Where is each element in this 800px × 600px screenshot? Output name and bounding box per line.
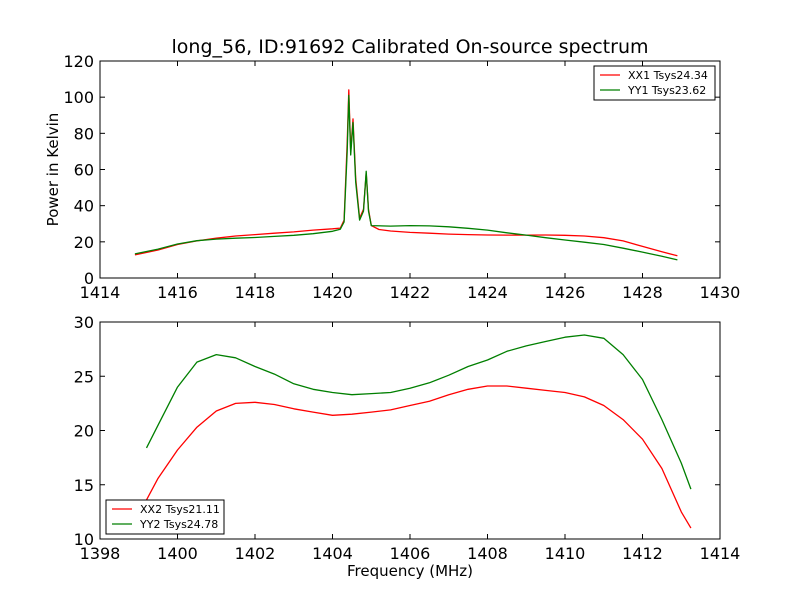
bottom-chart-panel: 1398 1400 1402 1404 1406 1408 1410 1412 1414 10 15… — [74, 313, 741, 580]
y-tick-label: 10 — [74, 530, 94, 549]
y-tick-label: 100 — [63, 88, 94, 107]
x-tick-label: 1414 — [80, 283, 121, 302]
x-tick-label: 1408 — [467, 544, 508, 563]
legend-label: YY2 Tsys24.78 — [139, 518, 218, 531]
x-tick-label: 1414 — [700, 544, 741, 563]
y-tick-label: 80 — [74, 124, 94, 143]
legend-label: XX1 Tsys24.34 — [628, 69, 708, 82]
x-tick-label: 1430 — [700, 283, 741, 302]
x-tick-label: 1410 — [545, 544, 586, 563]
y-tick-label: 0 — [84, 269, 94, 288]
y-axis-label: Power in Kelvin — [44, 113, 62, 227]
series-line-2 — [134, 94, 678, 261]
series-line-1 — [134, 89, 678, 257]
x-tick-label: 1420 — [312, 283, 353, 302]
y-tick-label: 120 — [63, 52, 94, 71]
x-tick-label: 1406 — [390, 544, 431, 563]
legend: XX1 Tsys24.34 YY1 Tsys23.62 — [593, 65, 716, 101]
x-tick-label: 1398 — [80, 544, 121, 563]
x-tick-label: 1416 — [157, 283, 198, 302]
x-tick-label: 1404 — [312, 544, 353, 563]
x-tick-label: 1422 — [390, 283, 431, 302]
x-tick-label: 1402 — [235, 544, 276, 563]
top-chart-panel: 1414 1416 1418 1420 1422 1424 1426 1428 1430 0 20 4… — [44, 52, 740, 302]
x-tick-label: 1400 — [157, 544, 198, 563]
legend-label: YY1 Tsys23.62 — [627, 84, 706, 97]
y-tick-label: 40 — [74, 197, 94, 216]
x-tick-label: 1428 — [622, 283, 663, 302]
legend-box — [593, 65, 716, 101]
x-tick-label: 1424 — [467, 283, 508, 302]
x-tick-label: 1426 — [545, 283, 586, 302]
y-tick-label: 25 — [74, 367, 94, 386]
legend-box — [105, 499, 225, 535]
x-axis-label: Frequency (MHz) — [347, 562, 473, 580]
x-tick-label: 1418 — [235, 283, 276, 302]
y-tick-label: 20 — [74, 233, 94, 252]
y-tick-label: 60 — [74, 161, 94, 180]
legend: XX2 Tsys21.11 YY2 Tsys24.78 — [105, 499, 225, 535]
chart-title: long_56, ID:91692 Calibrated On-source s… — [172, 36, 649, 58]
x-tick-label: 1412 — [622, 544, 663, 563]
y-tick-label: 30 — [74, 313, 94, 332]
legend-label: XX2 Tsys21.11 — [140, 503, 220, 516]
y-tick-label: 20 — [74, 422, 94, 441]
y-tick-label: 15 — [74, 476, 94, 495]
series-line-2 — [145, 334, 692, 490]
series-line-1 — [145, 385, 692, 529]
